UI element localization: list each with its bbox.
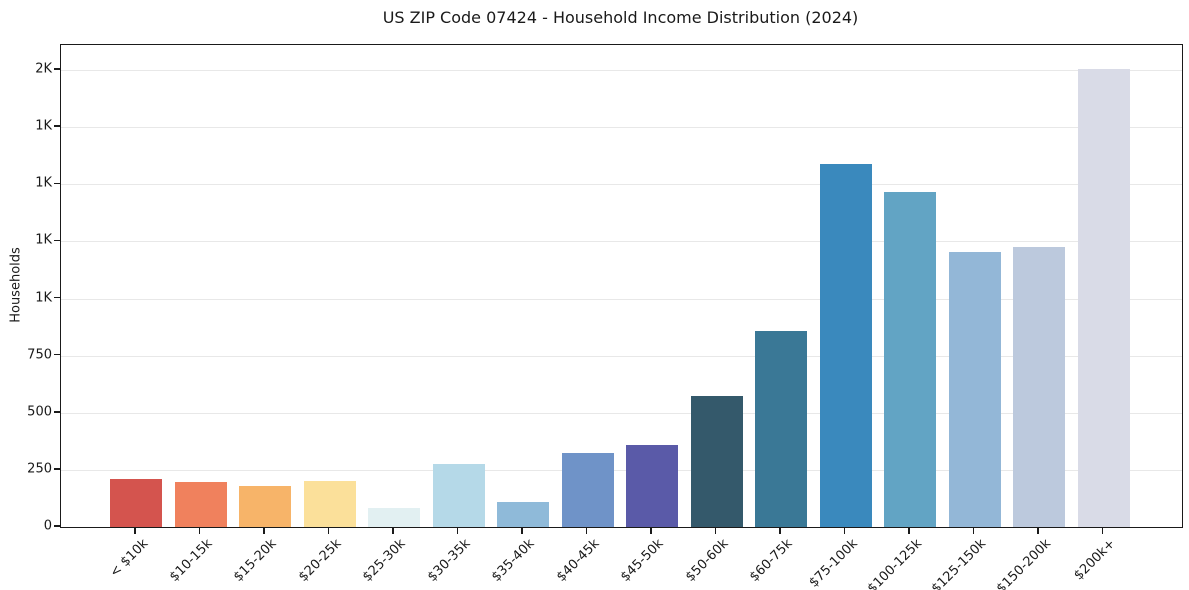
x-tick-mark (714, 527, 717, 534)
x-tick-mark (908, 527, 910, 534)
bar-100-125k (884, 192, 936, 527)
bar-50-60k (690, 395, 743, 527)
bar-45-50k (626, 444, 678, 527)
y-tick-label: 1K (35, 290, 52, 306)
x-tick-mark (843, 527, 846, 534)
chart-title: US ZIP Code 07424 - Household Income Dis… (382, 8, 859, 27)
x-tick-label: $15-20k (231, 536, 280, 585)
bar-200k (1077, 69, 1130, 527)
x-tick-label: $75-100k (806, 536, 861, 590)
x-tick-mark (327, 527, 330, 534)
x-tick-mark (1037, 527, 1039, 534)
gridline (61, 184, 1182, 186)
x-tick-mark (263, 527, 265, 534)
bar-35-40k (497, 501, 549, 527)
x-tick-label: $200k+ (1071, 536, 1119, 584)
gridline (61, 412, 1182, 414)
bar-75-100k (819, 163, 872, 527)
y-tick-mark (54, 182, 60, 185)
bar-150-200k (1013, 247, 1065, 527)
x-tick-label: $25-30k (360, 536, 409, 585)
bar-20-25k (303, 481, 356, 527)
y-tick-mark (54, 353, 60, 356)
bar-10-15k (174, 482, 227, 527)
gridline (61, 355, 1182, 357)
x-tick-label: $125-150k (929, 536, 990, 590)
x-tick-label: $30-35k (424, 536, 474, 585)
gridline (61, 127, 1182, 129)
bar-60-75k (755, 330, 807, 527)
y-tick-label: 750 (27, 347, 52, 363)
y-tick-mark (54, 239, 60, 242)
y-tick-label: 500 (27, 404, 52, 420)
bar-15-20k (239, 485, 291, 527)
x-tick-mark (456, 527, 459, 534)
x-tick-mark (779, 527, 781, 534)
x-tick-mark (650, 527, 652, 534)
x-tick-label: $45-50k (618, 536, 667, 585)
x-tick-mark (134, 527, 136, 534)
x-tick-mark (392, 527, 394, 534)
y-tick-label: 1K (35, 232, 52, 248)
x-tick-label: $20-25k (295, 536, 345, 585)
y-tick-label: 250 (27, 461, 52, 477)
y-tick-mark (54, 68, 60, 70)
gridline (61, 298, 1182, 300)
y-tick-label: 0 (43, 518, 52, 534)
bar-30-35k (432, 464, 485, 527)
x-tick-label: $50-60k (682, 536, 732, 585)
y-tick-mark (54, 525, 60, 527)
y-axis-title: Households (8, 247, 24, 323)
y-tick-label: 1K (35, 175, 52, 191)
bar-10k (110, 479, 162, 527)
x-tick-label: $150-200k (993, 536, 1054, 590)
x-tick-mark (521, 527, 523, 534)
x-tick-mark (198, 527, 201, 534)
bar-40-45k (561, 452, 614, 527)
x-tick-label: $100-125k (864, 536, 925, 590)
y-tick-mark (54, 411, 60, 413)
bar-25-30k (368, 507, 420, 527)
gridline (61, 70, 1182, 72)
plot-area (60, 44, 1183, 528)
x-tick-label: $10-15k (166, 536, 216, 585)
x-tick-label: $35-40k (489, 536, 538, 585)
x-tick-label: $60-75k (747, 536, 796, 585)
gridline (61, 241, 1182, 243)
x-tick-mark (585, 527, 588, 534)
y-tick-mark (54, 296, 60, 299)
y-tick-label: 2K (35, 61, 52, 77)
y-tick-mark (54, 468, 60, 470)
bar-125-150k (948, 251, 1001, 527)
y-tick-label: 1K (35, 118, 52, 134)
x-tick-mark (972, 527, 975, 534)
x-tick-mark (1101, 527, 1104, 534)
x-tick-label: < $10k (106, 536, 151, 581)
y-tick-mark (54, 125, 60, 127)
x-tick-label: $40-45k (553, 536, 603, 585)
gridline (61, 469, 1182, 471)
